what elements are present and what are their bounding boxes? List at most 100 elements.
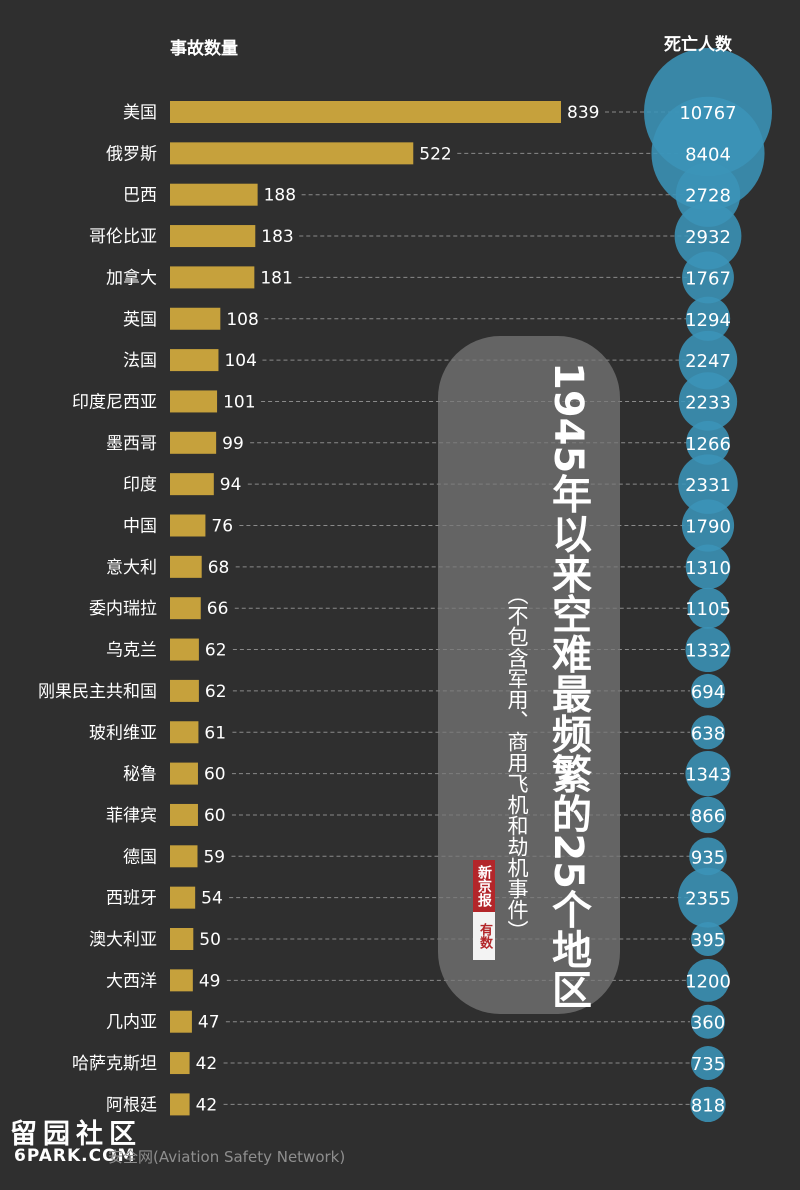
bubble-value-label: 2932 [685,227,731,248]
bar [170,1052,190,1075]
category-label: 中国 [123,517,157,537]
bubble-value-label: 1294 [685,310,731,331]
bubble [691,922,725,956]
bar-value-label: 104 [224,351,256,371]
bubble-value-label: 1200 [685,971,731,992]
bubble-value-label: 1266 [685,434,731,455]
logo-bottom-text: 有数 [473,912,495,960]
bar-value-label: 108 [226,310,258,330]
category-labels: 美国俄罗斯巴西哥伦比亚加拿大英国法国印度尼西亚墨西哥印度中国意大利委内瑞拉乌克兰… [38,103,157,1115]
category-label: 英国 [123,310,157,330]
bubble-value-label: 866 [691,806,725,827]
bar-value-label: 522 [419,144,451,164]
category-label: 美国 [123,103,157,123]
bubble-value-label: 735 [691,1054,725,1075]
bar-value-label: 183 [261,227,293,247]
bubble-value-label: 395 [691,930,725,951]
bubble-value-label: 2331 [685,475,731,496]
bubble [681,499,735,552]
bubble-series [644,48,772,1123]
category-label: 印度 [123,475,157,495]
bar [170,514,206,537]
bubble-value-label: 638 [691,723,725,744]
bubble [678,867,738,928]
category-label: 法国 [123,351,157,371]
category-label: 澳大利亚 [89,930,157,950]
category-label: 哈萨克斯坦 [72,1054,157,1074]
bar-value-label: 181 [260,268,292,288]
bubble [686,420,730,465]
bubble [678,372,738,431]
category-label: 俄罗斯 [106,144,157,164]
bubble-value-label: 2728 [685,186,731,207]
category-label: 加拿大 [106,267,157,288]
bar-value-label: 62 [205,641,227,661]
newspaper-logo: 新京报 有数 [473,860,495,960]
bar-value-label: 49 [199,971,221,991]
category-label: 西班牙 [106,889,157,909]
bubble [691,673,725,708]
bubble [691,1046,725,1081]
bubble-value-label: 360 [691,1013,725,1034]
bubble-value-label: 694 [691,682,725,703]
bubble-value-label: 10767 [679,103,736,124]
bubble [689,796,727,834]
category-label: 玻利维亚 [89,723,157,743]
category-label: 巴西 [123,186,157,206]
bar-value-label: 94 [220,475,242,495]
bar-value-label: 62 [205,682,227,702]
bar-value-label: 42 [196,1095,218,1115]
category-label: 印度尼西亚 [72,392,157,412]
category-label: 阿根廷 [106,1095,157,1115]
bubble-value-label: 1343 [685,765,731,786]
bar [170,721,199,744]
bar [170,679,199,702]
accidents-header: 事故数量 [170,39,238,59]
bubble-value-label: 818 [691,1095,725,1116]
bubble [685,750,731,797]
bubble [689,837,727,876]
bar-value-label: 188 [264,186,296,206]
caption-title: 1945年以来空难最频繁的25个地区 [545,362,591,1009]
category-label: 秘鲁 [123,765,157,785]
logo-top-text: 新京报 [473,860,495,912]
category-label: 墨西哥 [106,434,157,454]
watermark-url: 6PARK.COM [14,1146,136,1166]
bar-value-label: 42 [196,1054,218,1074]
bar [170,390,218,413]
category-label: 意大利 [106,558,157,578]
bubble [682,251,734,304]
category-label: 几内亚 [106,1013,157,1033]
bubble [691,1004,725,1039]
category-label: 德国 [123,847,157,867]
bubble [685,544,731,590]
bar [170,183,258,206]
bar-value-label: 59 [203,847,225,867]
bar-value-label: 60 [204,765,226,785]
category-label: 大西洋 [106,971,157,991]
bubble-value-label: 935 [691,847,725,868]
bubble-value-label: 1790 [685,517,731,538]
category-label: 委内瑞拉 [89,599,157,619]
bar [170,142,414,165]
bubble-value-label: 1310 [685,558,731,579]
bar [170,349,219,372]
bar [170,597,201,620]
bar [170,886,196,909]
bar-value-label: 54 [201,889,223,909]
bar [170,928,194,950]
bar [170,555,202,578]
bar [170,845,198,868]
bar-value-label: 101 [223,392,255,412]
source-note: 安全网(Aviation Safety Network) [108,1148,346,1166]
caption-subtitle: （不包含军用、商用飞机和劫机事件） [505,584,529,941]
bar [170,101,561,123]
bar [170,762,198,785]
bar [170,431,217,454]
bar-value-label: 47 [198,1013,220,1033]
bubble [685,296,731,341]
bar-value-label: 839 [567,103,599,123]
bar-series [170,101,561,1116]
bubble-value-labels: 10767 8404 2728 2932 1767 1294 2247 2233 1266 233… [679,103,736,1116]
bubble [678,330,738,390]
